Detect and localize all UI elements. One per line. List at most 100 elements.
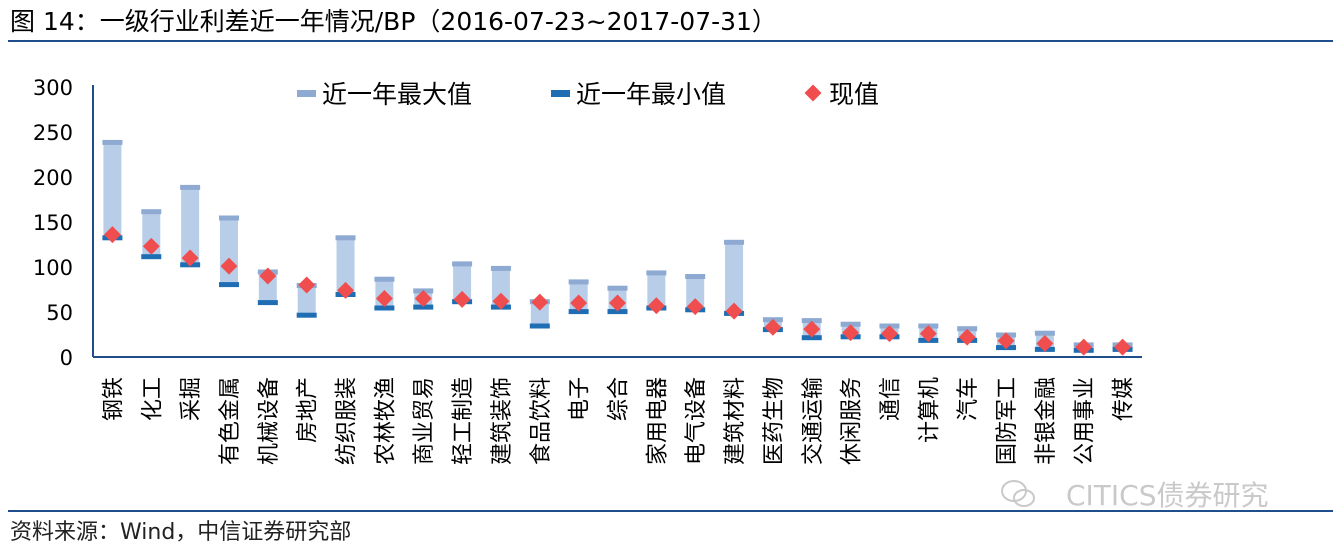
chart-title: 图 14：一级行业利差近一年情况/BP（2016-07-23~2017-07-3… <box>10 7 777 36</box>
legend-max-swatch <box>297 90 316 97</box>
current-marker <box>647 297 665 315</box>
max-marker <box>685 274 706 279</box>
source-rule <box>8 510 1333 512</box>
current-marker <box>803 320 821 338</box>
category-label: 机械设备 <box>257 377 282 465</box>
max-marker <box>490 265 511 271</box>
chart: 0 50 100 150 200 250 300 钢铁 化工 采掘 有色金属 机械设备 房地产 纺织服装农… <box>33 76 1142 465</box>
current-marker <box>686 298 704 316</box>
current-marker <box>414 290 432 307</box>
category-label: 家用电器 <box>645 377 670 465</box>
max-marker <box>102 139 123 145</box>
max-marker <box>724 239 745 245</box>
current-marker <box>609 294 626 312</box>
category-label: 建筑材料 <box>723 377 748 465</box>
range-bar <box>181 186 200 265</box>
legend-min-label: 近一年最小值 <box>576 80 726 109</box>
current-marker <box>453 290 471 308</box>
min-marker <box>607 309 628 315</box>
category-label: 综合 <box>607 377 632 421</box>
max-marker <box>374 276 395 282</box>
y-tick-label: 0 <box>60 346 73 370</box>
current-marker <box>337 281 355 299</box>
category-label: 纺织服装 <box>335 377 360 465</box>
max-marker <box>957 326 978 332</box>
min-marker <box>218 282 239 288</box>
max-marker <box>801 318 822 324</box>
range-bar <box>725 241 744 313</box>
current-marker <box>725 302 743 320</box>
min-marker <box>529 323 550 329</box>
category-label: 非银金融 <box>1034 377 1059 465</box>
legend-max-label: 近一年最大值 <box>322 80 472 109</box>
category-label: 建筑装饰 <box>490 377 515 465</box>
range-bar <box>530 301 549 326</box>
current-marker <box>220 257 238 275</box>
category-label: 食品饮料 <box>529 377 554 465</box>
category-label: 化工 <box>140 377 165 421</box>
current-marker <box>181 249 199 267</box>
legend: 近一年最大值 近一年最小值 现值 <box>297 80 879 109</box>
axes: 0 50 100 150 200 250 300 钢铁 化工 采掘 有色金属 机械设备 房地产 纺织服装农… <box>33 76 1142 465</box>
y-tick-label: 300 <box>33 76 73 100</box>
max-marker <box>568 279 589 285</box>
category-label: 国防军工 <box>995 377 1020 465</box>
category-label: 轻工制造 <box>451 377 476 465</box>
range-bar <box>647 272 666 308</box>
legend-min-swatch <box>551 90 570 97</box>
current-marker <box>958 328 976 346</box>
category-label: 通信 <box>878 377 903 421</box>
y-tick-label: 150 <box>33 211 73 235</box>
min-marker <box>141 254 162 260</box>
current-marker <box>375 290 393 307</box>
category-label: 计算机 <box>917 377 942 443</box>
current-marker <box>259 267 277 285</box>
min-marker <box>801 335 822 341</box>
legend-current-label: 现值 <box>829 80 879 109</box>
category-label: 电子 <box>568 377 593 421</box>
current-marker <box>842 324 860 342</box>
max-marker <box>646 270 667 276</box>
y-tick-label: 200 <box>33 166 73 190</box>
min-marker <box>568 309 589 315</box>
current-marker <box>103 226 121 244</box>
legend-current-swatch <box>804 84 822 102</box>
category-label: 采掘 <box>179 377 204 421</box>
min-marker <box>374 305 395 311</box>
min-marker <box>413 304 434 310</box>
category-label: 医药生物 <box>762 377 787 465</box>
min-marker <box>257 300 278 306</box>
max-marker <box>452 261 473 267</box>
category-label: 电气设备 <box>684 377 709 465</box>
max-marker <box>180 184 201 190</box>
watermark: CITICS债券研究 <box>1066 479 1269 512</box>
range-bar <box>686 276 705 310</box>
category-label: 公用事业 <box>1073 377 1098 465</box>
category-label: 房地产 <box>296 377 321 443</box>
max-marker <box>840 321 861 327</box>
current-marker <box>492 292 510 310</box>
current-marker <box>1114 338 1132 356</box>
category-label: 休闲服务 <box>840 377 865 465</box>
range-bars <box>103 141 1132 350</box>
y-tick-label: 100 <box>33 256 73 280</box>
current-marker <box>919 325 937 343</box>
range-bar <box>297 285 316 315</box>
wechat-icon <box>1000 478 1036 514</box>
min-marker <box>296 312 317 318</box>
max-marker <box>607 285 628 291</box>
source-note: 资料来源：Wind，中信证券研究部 <box>10 520 352 545</box>
max-marker <box>141 209 162 215</box>
current-marker <box>764 318 782 336</box>
category-label: 交通运输 <box>801 377 826 465</box>
range-bar <box>336 237 355 294</box>
category-label: 钢铁 <box>101 377 126 421</box>
current-marker <box>1075 338 1093 356</box>
current-marker <box>142 237 160 255</box>
y-tick-label: 50 <box>46 301 73 325</box>
current-marker <box>298 276 316 294</box>
range-bar <box>103 141 122 238</box>
range-bar <box>491 267 510 307</box>
category-label: 传媒 <box>1112 377 1137 421</box>
current-marker <box>997 332 1015 350</box>
